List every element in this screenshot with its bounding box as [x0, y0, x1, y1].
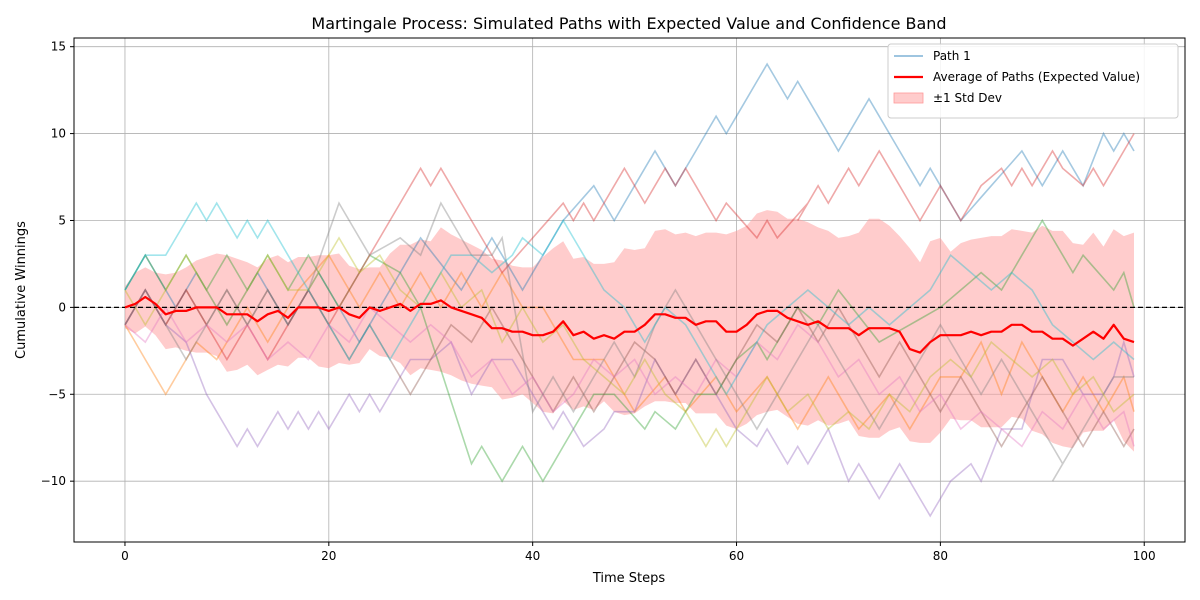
y-tick-label: 0 — [58, 300, 66, 314]
axis-ticks: 0 20 40 60 80 100 −10 −5 0 5 10 15 — [41, 40, 1156, 563]
simulated-path-1 — [124, 62, 1135, 344]
simulated-path-9 — [124, 236, 1135, 448]
simulated-paths-layer — [124, 62, 1135, 518]
x-tick-label: 0 — [121, 549, 129, 563]
x-tick-label: 20 — [321, 549, 336, 563]
y-tick-label: −10 — [41, 474, 66, 488]
simulated-path-7 — [124, 305, 1135, 448]
y-axis-label: Cumulative Winnings — [14, 221, 29, 359]
chart-title: Martingale Process: Simulated Paths with… — [311, 14, 946, 33]
plot-frame — [73, 37, 1186, 543]
simulated-path-2 — [124, 253, 1135, 431]
x-axis-label: Time Steps — [592, 571, 666, 586]
simulated-path-6 — [124, 288, 1135, 448]
x-tick-label: 100 — [1133, 549, 1156, 563]
y-tick-label: −5 — [48, 387, 66, 401]
simulated-path-10 — [124, 201, 1135, 396]
average-line-layer — [124, 295, 1135, 354]
average-line — [124, 295, 1135, 354]
legend: Path 1 Average of Paths (Expected Value) ±… — [887, 43, 1179, 119]
x-tick-label: 60 — [729, 549, 744, 563]
legend-swatch-band — [893, 92, 924, 104]
legend-label: ±1 Std Dev — [933, 91, 1002, 105]
y-tick-label: 5 — [58, 213, 66, 227]
legend-label: Path 1 — [933, 49, 971, 63]
x-tick-label: 80 — [933, 549, 948, 563]
legend-box — [887, 43, 1179, 119]
legend-label: Average of Paths (Expected Value) — [933, 70, 1140, 84]
x-tick-label: 40 — [525, 549, 540, 563]
y-tick-label: 10 — [51, 127, 66, 141]
simulated-path-5 — [124, 288, 1135, 518]
y-tick-label: 15 — [51, 40, 66, 54]
simulated-path-3 — [124, 218, 1135, 483]
